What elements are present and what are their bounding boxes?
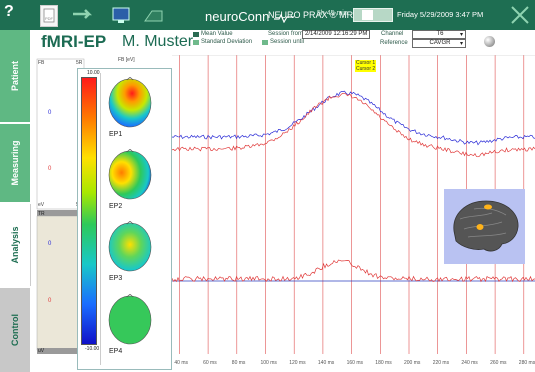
ep2-topomap — [108, 149, 152, 200]
time-tick-label: 200 ms — [404, 360, 421, 366]
time-tick-label: 220 ms — [433, 360, 450, 366]
ep3-label: EP3 — [109, 275, 123, 282]
channel-panel-bottom — [36, 215, 85, 351]
date-time: Friday 5/29/2009 3:47 PM — [397, 10, 484, 19]
session-from-field[interactable]: 2/14/2009 12:16:29 PM — [302, 30, 370, 39]
channel-label-ev: eV — [38, 202, 45, 208]
sidebar: Patient Measuring Analysis Control — [0, 30, 32, 372]
exit-icon[interactable] — [508, 3, 532, 27]
time-tick-label: 180 ms — [375, 360, 392, 366]
channel-separator — [37, 348, 84, 354]
zero-marker: 0 — [48, 166, 52, 172]
cursor-1-label[interactable]: Cursor 1 — [355, 60, 377, 66]
product-name: NEURO PRAX ® MR — [268, 10, 354, 20]
ep1-topomap — [108, 77, 152, 128]
brain-3d-image — [444, 189, 525, 264]
mean-blue-trace — [171, 90, 535, 146]
time-gridlines — [179, 55, 525, 354]
mean-legend-swatch — [193, 32, 199, 37]
brand-logo: neuroConn — [205, 9, 295, 24]
time-tick-label: 60 ms — [203, 360, 217, 366]
pdf-icon[interactable]: PDF — [40, 5, 58, 27]
monitor-icon[interactable] — [110, 5, 134, 25]
time-tick-label: 140 ms — [318, 360, 335, 366]
std-legend-label: Standard Deviation — [201, 39, 253, 45]
patient-name: M. Muster — [122, 33, 194, 50]
channel-select[interactable]: T6 ▾ — [412, 30, 466, 39]
session-timer: 5h 45 min — [317, 10, 348, 17]
channel-label-fb: FB — [38, 60, 45, 66]
time-tick-label: 260 ms — [490, 360, 507, 366]
ep4-label: EP4 — [109, 348, 123, 355]
session-progress — [353, 8, 393, 22]
channel-panel-top — [36, 58, 85, 210]
tab-measuring[interactable]: Measuring — [0, 124, 30, 202]
mean-legend-label: Mean Value — [201, 31, 233, 37]
ep1-label: EP1 — [109, 131, 123, 138]
ep2-label: EP2 — [109, 203, 123, 210]
time-tick-label: 160 ms — [347, 360, 364, 366]
channel-label-fb2: FB [eV] — [118, 57, 135, 63]
folder-icon[interactable] — [142, 5, 166, 25]
ep-scale-panel: 10.00 -10.00 EP1 EP2 EP3 EP4 — [77, 68, 172, 370]
time-tick-label: 100 ms — [261, 360, 278, 366]
color-scale-bar — [81, 77, 97, 345]
arrow-right-icon[interactable] — [70, 5, 100, 25]
scale-min-label: -10.00 — [85, 346, 100, 352]
session-until-swatch — [262, 40, 268, 45]
session-progress-fill — [362, 10, 373, 20]
time-tick-label: 40 ms — [174, 360, 188, 366]
reference-label: Reference — [380, 40, 408, 46]
time-tick-label: 240 ms — [461, 360, 478, 366]
zero-marker: 0 — [48, 241, 52, 247]
reference-select[interactable]: CAVGR ▾ — [412, 39, 466, 48]
mean-red-trace — [171, 92, 535, 158]
page-title: fMRI-EP — [41, 32, 107, 51]
channel-label: Channel — [381, 31, 404, 37]
chevron-down-icon: ▾ — [459, 32, 463, 38]
channel-label-uv: uV — [38, 348, 45, 354]
channel-label-fp: 5R — [76, 60, 83, 66]
tab-analysis[interactable]: Analysis — [0, 204, 31, 286]
zero-marker: 0 — [48, 110, 52, 116]
time-tick-label: 120 ms — [289, 360, 306, 366]
status-indicator[interactable] — [484, 36, 495, 47]
session-from-label: Session from — [268, 31, 304, 37]
lower-red-trace — [171, 259, 535, 283]
tab-control[interactable]: Control — [0, 288, 30, 372]
time-tick-label: 280 ms — [519, 360, 535, 366]
channel-separator — [37, 210, 84, 216]
ep4-topomap — [108, 294, 152, 345]
ep3-topomap — [108, 221, 152, 272]
tab-patient[interactable]: Patient — [0, 30, 30, 122]
chevron-down-icon: ▾ — [459, 41, 463, 47]
channel-label-tr: TR — [38, 211, 45, 217]
help-button[interactable]: ? — [4, 3, 14, 20]
zero-marker: 0 — [48, 298, 52, 304]
time-tick-label: 80 ms — [232, 360, 246, 366]
std-legend-swatch — [193, 40, 199, 45]
svg-text:PDF: PDF — [45, 16, 54, 21]
cursor-2-label[interactable]: Cursor 2 — [355, 66, 377, 72]
top-toolbar: ? PDF neuroConn NEURO PRAX ® MR 5h 45 mi… — [0, 0, 535, 30]
session-until-label: Session until — [270, 39, 305, 45]
scale-max-label: 10.00 — [87, 70, 100, 76]
